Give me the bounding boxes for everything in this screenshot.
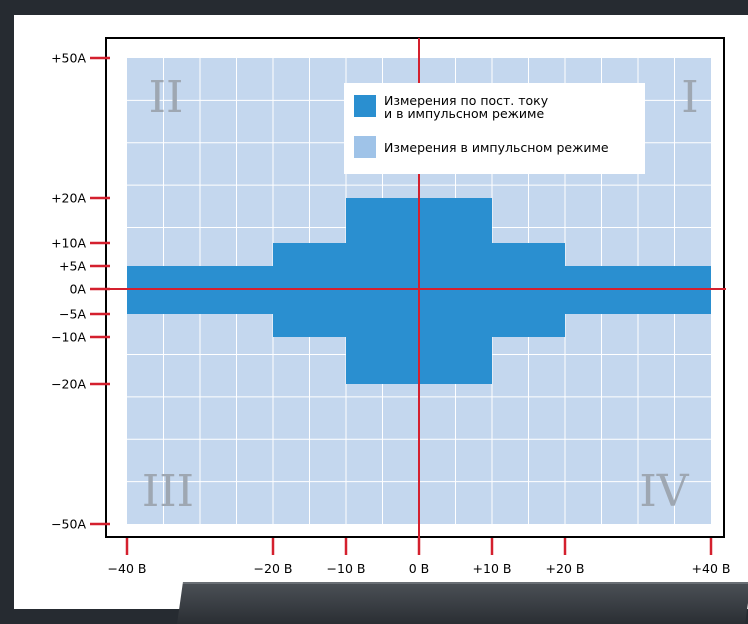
x-tick-label: +10 В [473, 561, 512, 576]
quadrant-label-iii: III [142, 466, 194, 517]
quadrant-label-i: I [681, 72, 698, 123]
legend-swatch-pulse [354, 136, 376, 158]
x-tick-label: 0 В [409, 561, 430, 576]
plot-frame [105, 37, 725, 538]
y-tick-label: +20A [51, 191, 86, 206]
legend-label-pulse: Измерения в импульсном режиме [384, 140, 609, 155]
legend-box [344, 83, 645, 174]
y-tick-label: +50A [51, 51, 86, 66]
x-tick-label: −40 В [108, 561, 147, 576]
chart-stage: −40 В −20 В −10 В 0 В +10 В +20 В +40 В +50A +2… [14, 15, 748, 624]
y-tick-label: +5A [59, 259, 86, 274]
x-tick-label: −20 В [254, 561, 293, 576]
x-ticks-layer: −40 В −20 В −10 В 0 В +10 В +20 В +40 В [108, 538, 731, 576]
y-tick-label: −10A [51, 330, 86, 345]
x-tick-label: +20 В [546, 561, 585, 576]
x-tick-label: +40 В [692, 561, 731, 576]
y-tick-label: −5A [59, 307, 86, 322]
legend-label-dc: Измерения по пост. току [384, 93, 549, 108]
x-tick-label: −10 В [327, 561, 366, 576]
y-tick-label: −50A [51, 517, 86, 532]
y-tick-label: 0A [69, 282, 86, 297]
y-tick-label: −20A [51, 377, 86, 392]
y-ticks-layer: +50A +20A +10A +5A 0A −5A −10A −20A −50A [51, 51, 110, 532]
legend-label-dc: и в импульсном режиме [384, 106, 544, 121]
iv-range-chart: −40 В −20 В −10 В 0 В +10 В +20 В +40 В +50A +2… [51, 37, 731, 576]
legend-swatch-dc [354, 95, 376, 117]
quadrant-label-ii: II [149, 72, 184, 123]
y-tick-label: +10A [51, 236, 86, 251]
frame-layer [105, 37, 725, 538]
quadrant-label-iv: IV [639, 466, 689, 517]
